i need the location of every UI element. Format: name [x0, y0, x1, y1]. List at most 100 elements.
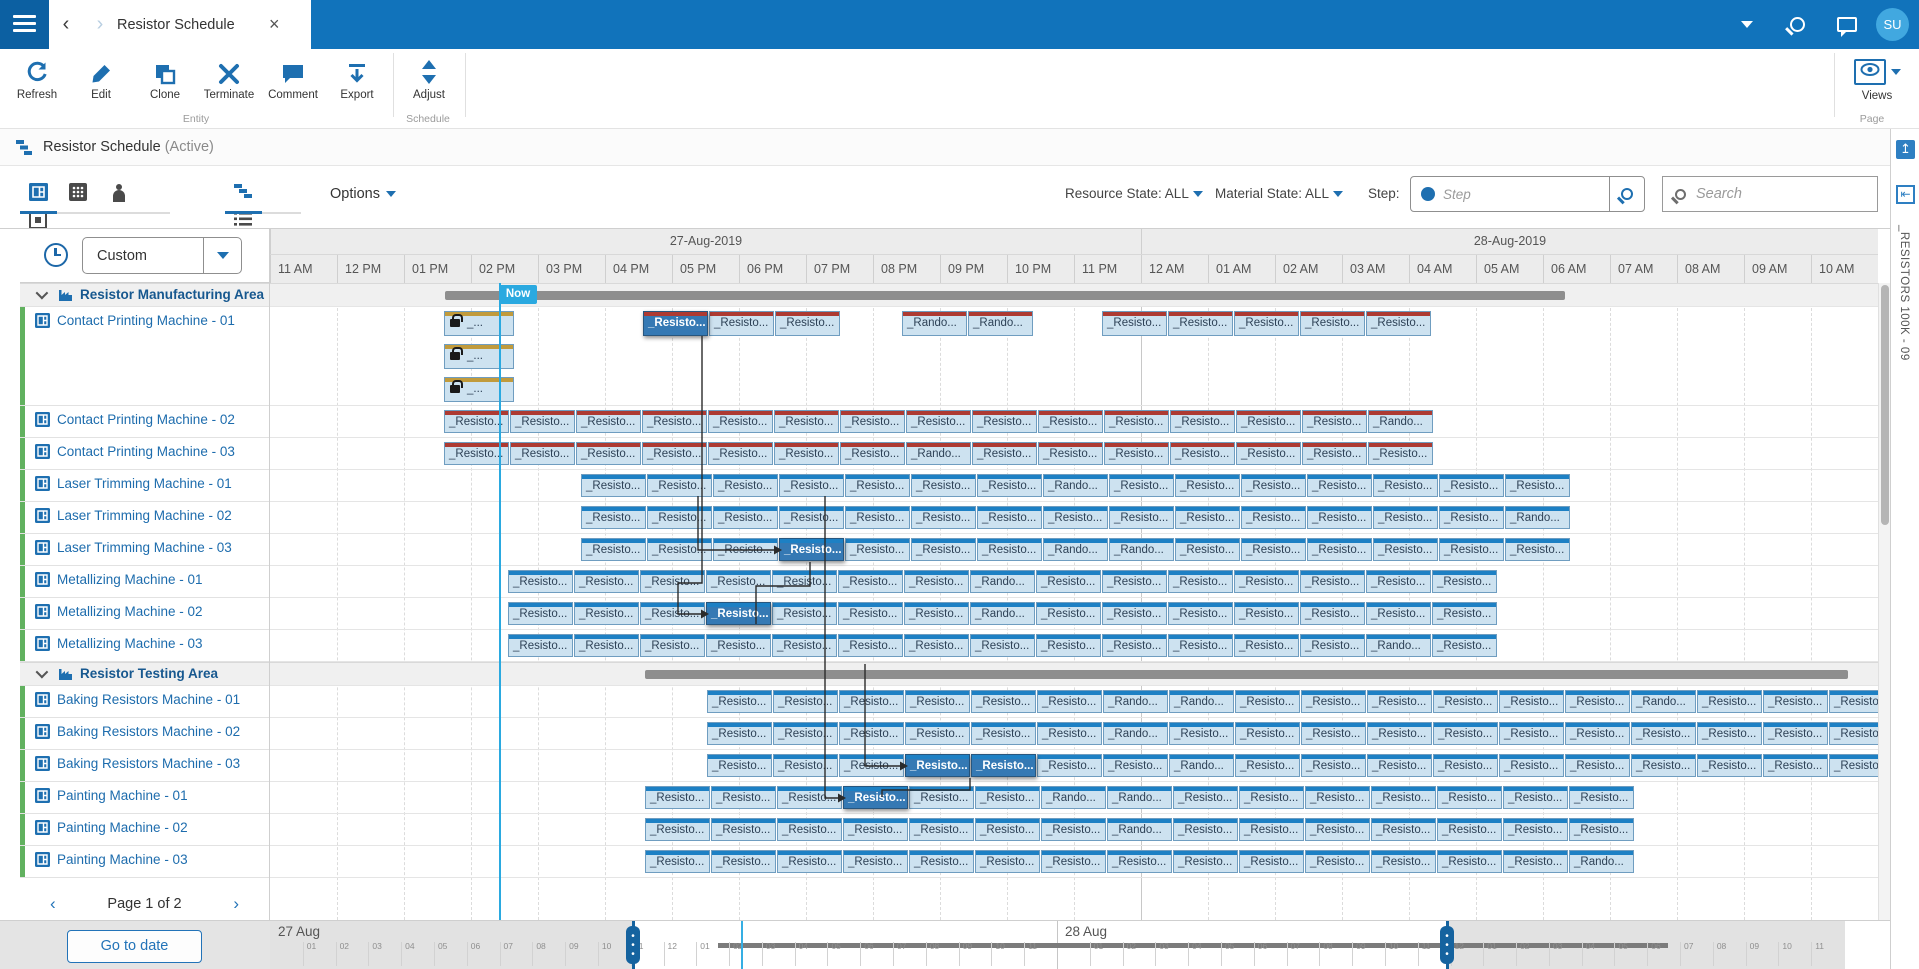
- task-bar[interactable]: _Resisto...: [645, 786, 710, 809]
- timeline-overview[interactable]: 27 Aug01AM02AM03AM04AM05AM06AM07AM08AM09…: [270, 920, 1919, 969]
- task-bar[interactable]: _Resisto...: [713, 538, 778, 561]
- task-bar[interactable]: _Resisto...: [975, 786, 1040, 809]
- task-bar[interactable]: _Resisto...: [1036, 602, 1101, 625]
- task-bar[interactable]: _Resisto...: [642, 410, 707, 433]
- task-bar[interactable]: _Resisto...: [574, 602, 639, 625]
- task-bar[interactable]: _Resisto...: [1305, 786, 1370, 809]
- task-bar[interactable]: _Resisto...: [909, 850, 974, 873]
- task-bar[interactable]: _Resisto...: [1371, 818, 1436, 841]
- resource-row-label[interactable]: Baking Resistors Machine - 03: [20, 750, 269, 782]
- task-bar[interactable]: _Resisto...: [911, 506, 976, 529]
- task-bar[interactable]: _Resisto...: [1107, 850, 1172, 873]
- task-bar[interactable]: _Resisto...: [707, 690, 772, 713]
- task-bar[interactable]: _Resisto...: [1373, 506, 1438, 529]
- forward-arrow-icon[interactable]: ›: [96, 13, 104, 35]
- task-bar[interactable]: _Rando...: [1043, 538, 1108, 561]
- task-bar[interactable]: _Resisto...: [508, 634, 573, 657]
- task-bar[interactable]: _Resisto...: [839, 754, 904, 777]
- task-bar[interactable]: _Resisto...: [647, 538, 712, 561]
- task-bar[interactable]: _Resisto...: [1300, 634, 1365, 657]
- task-bar[interactable]: _Rando...: [902, 311, 967, 336]
- resource-row-label[interactable]: Contact Printing Machine - 03: [20, 438, 269, 470]
- refresh-button[interactable]: Refresh: [6, 55, 68, 111]
- selected-task-bar[interactable]: _Resisto...: [779, 538, 844, 561]
- task-bar[interactable]: _Resisto...: [1829, 754, 1878, 777]
- task-bar[interactable]: _Resisto...: [1241, 538, 1306, 561]
- task-bar[interactable]: _Resisto...: [1036, 634, 1101, 657]
- task-bar[interactable]: _Resisto...: [843, 850, 908, 873]
- task-bar[interactable]: _Resisto...: [1241, 506, 1306, 529]
- task-bar[interactable]: _Resisto...: [510, 410, 575, 433]
- task-bar[interactable]: _Resisto...: [1503, 786, 1568, 809]
- task-bar[interactable]: _Resisto...: [640, 570, 705, 593]
- step-input[interactable]: Step: [1410, 176, 1610, 212]
- task-bar[interactable]: _Resisto...: [975, 850, 1040, 873]
- grid-view-icon[interactable]: [60, 180, 96, 208]
- task-bar[interactable]: _Resisto...: [1499, 722, 1564, 745]
- task-bar[interactable]: _Resisto...: [1565, 690, 1630, 713]
- task-bar[interactable]: _Resisto...: [1433, 690, 1498, 713]
- search-input[interactable]: Search: [1662, 176, 1878, 212]
- messages-icon[interactable]: [1822, 0, 1872, 49]
- task-bar[interactable]: _Resisto...: [444, 442, 509, 465]
- task-bar[interactable]: _Resisto...: [1102, 602, 1167, 625]
- user-avatar[interactable]: SU: [1876, 8, 1909, 41]
- resource-row-label[interactable]: Metallizing Machine - 01: [20, 566, 269, 598]
- task-bar[interactable]: _Resisto...: [1234, 602, 1299, 625]
- task-bar[interactable]: _Resisto...: [642, 442, 707, 465]
- task-bar[interactable]: _Resisto...: [971, 690, 1036, 713]
- task-bar[interactable]: _Resisto...: [1235, 754, 1300, 777]
- task-bar[interactable]: _Rando...: [968, 311, 1033, 336]
- task-bar[interactable]: _Resisto...: [707, 754, 772, 777]
- page-next-button[interactable]: ›: [233, 894, 239, 913]
- task-bar[interactable]: _Resisto...: [839, 690, 904, 713]
- task-bar[interactable]: _Resisto...: [1301, 754, 1366, 777]
- task-bar[interactable]: _Resisto...: [1305, 850, 1370, 873]
- task-bar[interactable]: _Resisto...: [1367, 722, 1432, 745]
- task-bar[interactable]: _Resisto...: [1499, 754, 1564, 777]
- task-bar[interactable]: _Resisto...: [1829, 690, 1878, 713]
- task-bar[interactable]: _Resisto...: [1366, 570, 1431, 593]
- task-bar[interactable]: _Resisto...: [773, 754, 838, 777]
- task-bar[interactable]: _Rando...: [1569, 850, 1634, 873]
- selected-task-bar[interactable]: _Resisto...: [843, 786, 908, 809]
- task-bar[interactable]: _Resisto...: [1763, 690, 1828, 713]
- task-bar[interactable]: _Resisto...: [838, 634, 903, 657]
- task-bar[interactable]: _Resisto...: [1236, 410, 1301, 433]
- back-arrow-icon[interactable]: ‹: [62, 13, 70, 35]
- resource-row-label[interactable]: Laser Trimming Machine - 01: [20, 470, 269, 502]
- task-bar[interactable]: _Resisto...: [1373, 474, 1438, 497]
- task-bar[interactable]: _Resisto...: [1038, 442, 1103, 465]
- task-bar[interactable]: _Resisto...: [905, 722, 970, 745]
- task-bar[interactable]: _Resisto...: [1505, 538, 1570, 561]
- task-bar[interactable]: _Resisto...: [1432, 570, 1497, 593]
- task-bar[interactable]: _Resisto...: [904, 570, 969, 593]
- task-bar[interactable]: _Resisto...: [647, 506, 712, 529]
- task-bar[interactable]: _Resisto...: [843, 818, 908, 841]
- task-bar[interactable]: _Resisto...: [840, 442, 905, 465]
- task-bar[interactable]: _Resisto...: [1439, 506, 1504, 529]
- comment-button[interactable]: Comment: [262, 55, 324, 111]
- task-bar[interactable]: _Resisto...: [1235, 722, 1300, 745]
- task-bar[interactable]: _Resisto...: [645, 818, 710, 841]
- task-bar[interactable]: _Resisto...: [1503, 818, 1568, 841]
- task-bar[interactable]: _Resisto...: [772, 602, 837, 625]
- task-bar[interactable]: _Resisto...: [711, 850, 776, 873]
- task-bar[interactable]: _Resisto...: [1697, 690, 1762, 713]
- task-bar[interactable]: _Resisto...: [1439, 474, 1504, 497]
- task-bar[interactable]: _Rando...: [1505, 506, 1570, 529]
- task-bar[interactable]: _Resisto...: [1300, 570, 1365, 593]
- task-bar[interactable]: _Resisto...: [1234, 311, 1299, 336]
- task-bar[interactable]: _Resisto...: [1499, 690, 1564, 713]
- task-bar[interactable]: _Resisto...: [1433, 722, 1498, 745]
- task-bar[interactable]: _Rando...: [1109, 538, 1174, 561]
- clone-button[interactable]: Clone: [134, 55, 196, 111]
- options-dropdown[interactable]: Options: [330, 186, 396, 202]
- timescale-dropdown[interactable]: Custom: [82, 237, 242, 274]
- resource-row-label[interactable]: Painting Machine - 03: [20, 846, 269, 878]
- task-bar[interactable]: _Resisto...: [576, 442, 641, 465]
- task-bar[interactable]: _Rando...: [1107, 786, 1172, 809]
- task-bar[interactable]: _Resisto...: [1170, 442, 1235, 465]
- task-bar[interactable]: _Rando...: [1169, 690, 1234, 713]
- task-bar[interactable]: _Resisto...: [1305, 818, 1370, 841]
